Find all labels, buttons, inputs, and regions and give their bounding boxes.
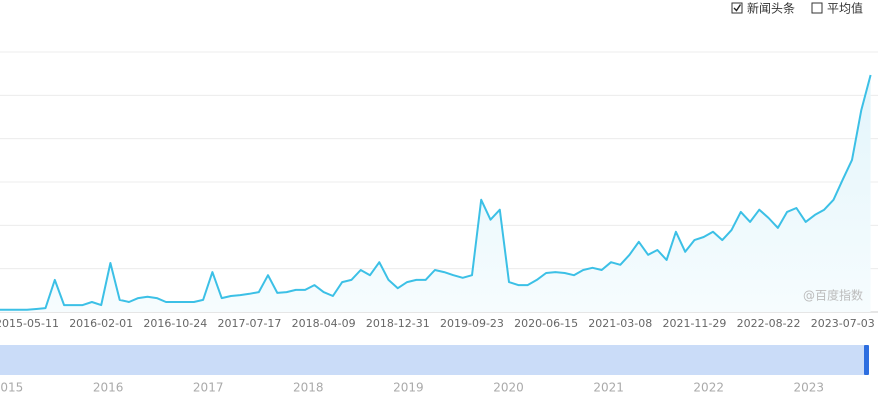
x-tick-label: 2016-02-01: [69, 317, 133, 330]
x-tick-label: 2016-10-24: [143, 317, 207, 330]
x-tick-label: 2022-08-22: [737, 317, 801, 330]
x-tick-label: 2021-11-29: [662, 317, 726, 330]
slider-label: 2015: [0, 381, 23, 395]
slider-label: 2018: [293, 381, 324, 395]
x-tick-label: 2017-07-17: [218, 317, 282, 330]
slider-label: 2019: [393, 381, 424, 395]
x-tick-label: 2020-06-15: [514, 317, 578, 330]
x-tick-label: 2015-05-11: [0, 317, 59, 330]
legend-label[interactable]: 平均值: [827, 1, 863, 16]
legend-checkbox[interactable]: [811, 2, 823, 14]
line: [0, 74, 872, 311]
zoom-slider[interactable]: [0, 345, 868, 375]
x-tick-label: 2019-09-23: [440, 317, 504, 330]
slider-label: 2016: [93, 381, 124, 395]
x-tick-label: 2018-04-09: [292, 317, 356, 330]
slider-label: 2020: [493, 381, 524, 395]
x-tick-label: 2023-07-03: [811, 317, 875, 330]
zoom-handle[interactable]: [864, 345, 869, 375]
legend-checkbox[interactable]: [731, 2, 743, 14]
watermark: @百度指数: [803, 288, 863, 303]
legend-label[interactable]: 新闻头条: [747, 1, 795, 16]
slider-label: 2017: [193, 381, 224, 395]
slider-label: 2023: [794, 381, 825, 395]
check-mark: [733, 4, 742, 12]
slider-label: 2022: [693, 381, 724, 395]
line-area: [0, 75, 871, 312]
x-tick-label: 2018-12-31: [366, 317, 430, 330]
x-tick-label: 2021-03-08: [588, 317, 652, 330]
slider-label: 2021: [593, 381, 624, 395]
